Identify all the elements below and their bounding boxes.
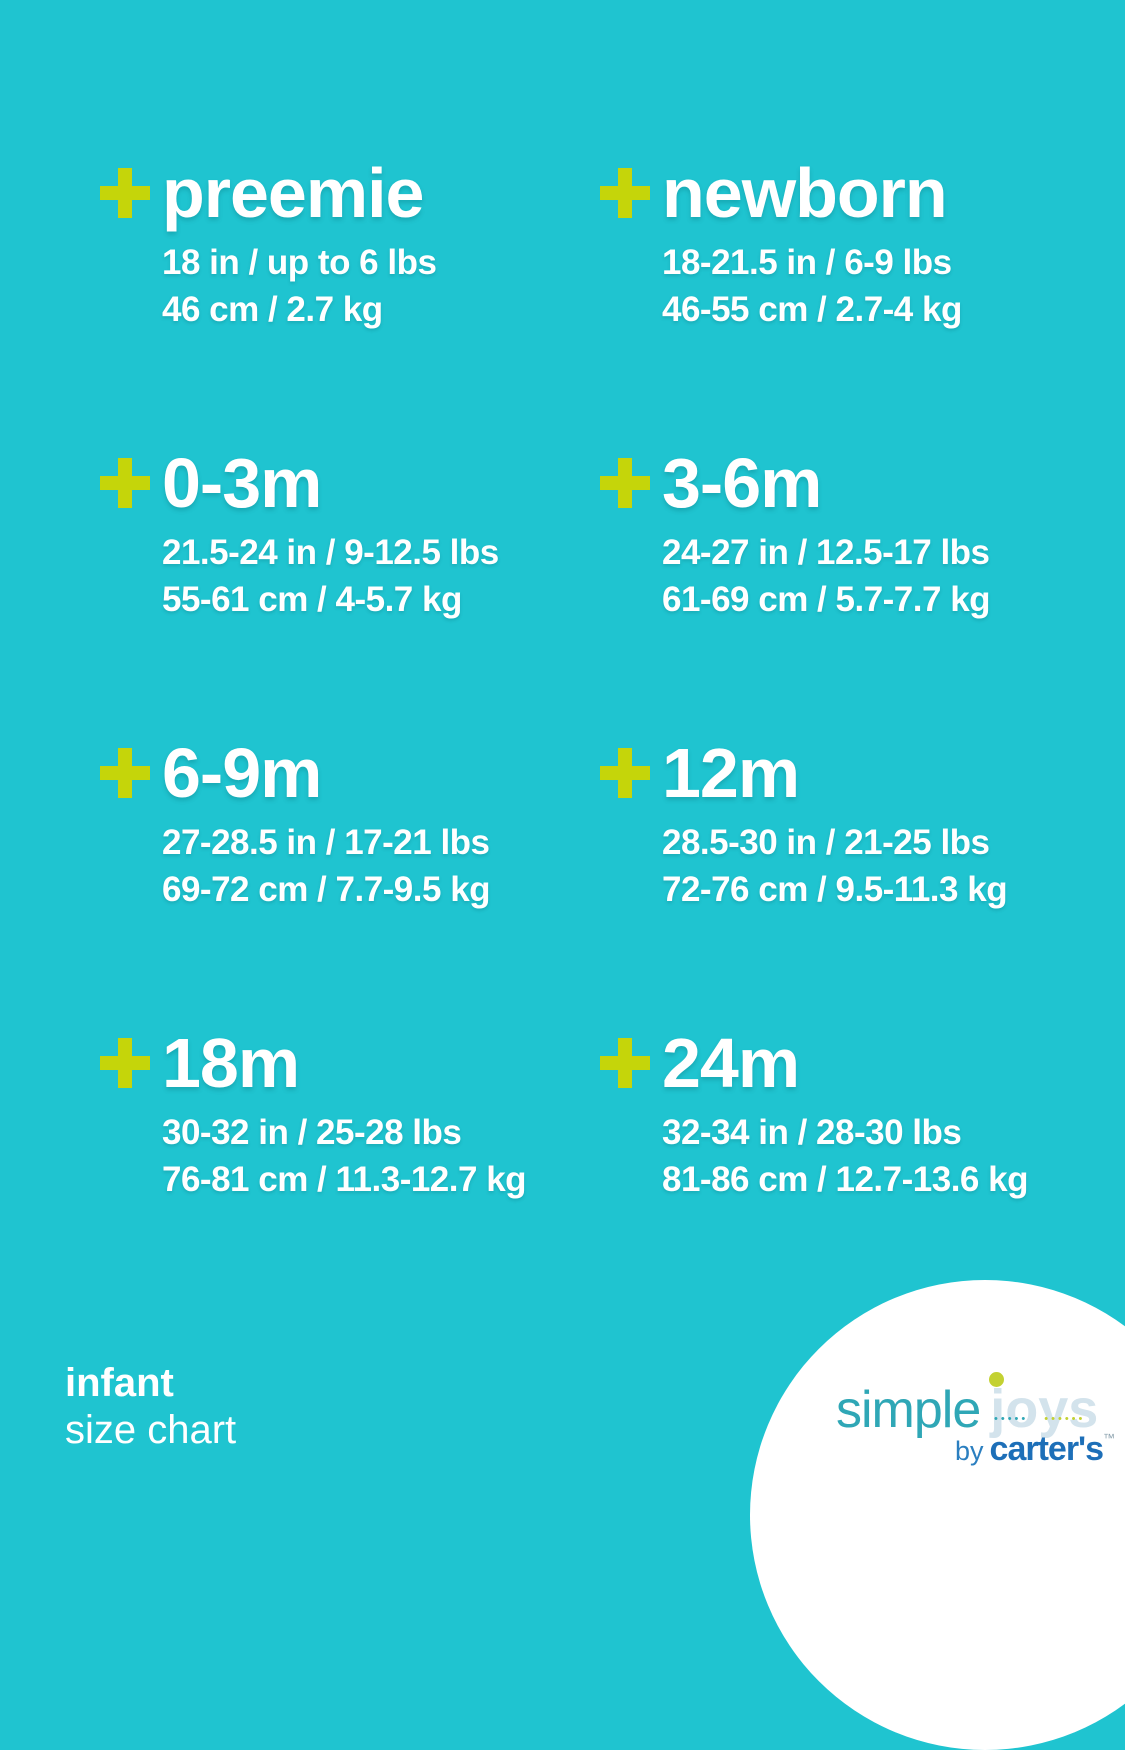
size-entry-18m: 18m 30-32 in / 25-28 lbs 76-81 cm / 11.3…: [100, 1028, 600, 1318]
size-imperial: 27-28.5 in / 17-21 lbs: [162, 823, 490, 862]
simple-joys-logo: simple joys: [836, 1372, 1098, 1440]
size-name: 24m: [662, 1024, 800, 1102]
size-metric: 46-55 cm / 2.7-4 kg: [662, 289, 962, 329]
size-entry-24m: 24m 32-34 in / 28-30 lbs 81-86 cm / 12.7…: [600, 1028, 1100, 1318]
plus-icon: [600, 458, 650, 508]
chart-caption-title: infant: [65, 1361, 174, 1405]
size-name: 0-3m: [162, 444, 322, 522]
size-metric: 61-69 cm / 5.7-7.7 kg: [662, 579, 991, 619]
size-entry-3-6m: 3-6m 24-27 in / 12.5-17 lbs 61-69 cm / 5…: [600, 448, 1100, 738]
size-imperial: 21.5-24 in / 9-12.5 lbs: [162, 533, 499, 572]
j-dot-icon: [989, 1372, 1005, 1387]
plus-icon: [600, 1038, 650, 1088]
size-metric: 72-76 cm / 9.5-11.3 kg: [662, 869, 1008, 909]
brand-badge: simple joys ••••• •••••• by carter's™: [750, 1280, 1125, 1750]
size-name: preemie: [162, 154, 424, 232]
size-name: 18m: [162, 1024, 300, 1102]
teal-dots-icon: •••••: [994, 1413, 1029, 1425]
logo-dotted-accents: ••••• ••••••: [994, 1414, 1085, 1425]
size-imperial: 32-34 in / 28-30 lbs: [662, 1113, 962, 1152]
size-entry-newborn: newborn 18-21.5 in / 6-9 lbs 46-55 cm / …: [600, 158, 1100, 448]
size-entry-12m: 12m 28.5-30 in / 21-25 lbs 72-76 cm / 9.…: [600, 738, 1100, 1028]
trademark-symbol: ™: [1103, 1431, 1116, 1445]
infant-size-chart-poster: { "page": { "background": "#1fc4d0", "ac…: [65, 158, 1125, 1750]
size-imperial: 18-21.5 in / 6-9 lbs: [662, 243, 952, 282]
chart-caption-subtitle: size chart: [65, 1408, 237, 1453]
size-grid: preemie 18 in / up to 6 lbs 46 cm / 2.7 …: [100, 158, 1100, 1318]
size-metric: 76-81 cm / 11.3-12.7 kg: [162, 1159, 527, 1199]
logo-simple-text: simple: [836, 1381, 981, 1439]
plus-icon: [600, 168, 650, 218]
logo-by-text: by: [955, 1436, 984, 1466]
size-name: 6-9m: [162, 734, 322, 812]
size-metric: 69-72 cm / 7.7-9.5 kg: [162, 869, 491, 909]
size-entry-0-3m: 0-3m 21.5-24 in / 9-12.5 lbs 55-61 cm / …: [100, 448, 600, 738]
chart-caption: infant size chart: [65, 1360, 236, 1454]
yellow-dots-icon: ••••••: [1044, 1413, 1086, 1425]
size-name: 3-6m: [662, 444, 822, 522]
plus-icon: [100, 748, 150, 798]
size-name: newborn: [662, 154, 948, 232]
size-metric: 55-61 cm / 4-5.7 kg: [162, 579, 462, 619]
size-metric: 46 cm / 2.7 kg: [162, 289, 383, 329]
plus-icon: [600, 748, 650, 798]
size-entry-6-9m: 6-9m 27-28.5 in / 17-21 lbs 69-72 cm / 7…: [100, 738, 600, 1028]
size-entry-preemie: preemie 18 in / up to 6 lbs 46 cm / 2.7 …: [100, 158, 600, 448]
logo-carters-text: carter's: [989, 1430, 1105, 1468]
size-metric: 81-86 cm / 12.7-13.6 kg: [662, 1159, 1028, 1199]
by-carters-logo: by carter's™: [955, 1430, 1115, 1469]
size-imperial: 24-27 in / 12.5-17 lbs: [662, 533, 990, 572]
size-imperial: 18 in / up to 6 lbs: [162, 243, 437, 282]
size-imperial: 28.5-30 in / 21-25 lbs: [662, 823, 990, 862]
size-imperial: 30-32 in / 25-28 lbs: [162, 1113, 462, 1152]
logo-joys-text: joys: [989, 1372, 1098, 1440]
plus-icon: [100, 1038, 150, 1088]
size-name: 12m: [662, 734, 800, 812]
plus-icon: [100, 168, 150, 218]
plus-icon: [100, 458, 150, 508]
